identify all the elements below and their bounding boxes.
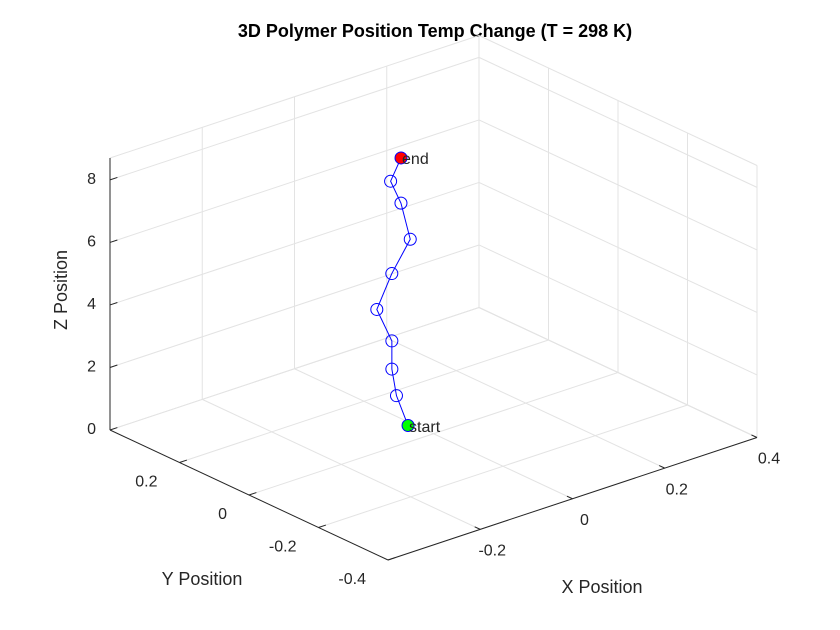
x-tick [566, 495, 573, 500]
z-tick-label: 2 [87, 359, 96, 376]
bead-marker [394, 196, 408, 210]
y-tick [318, 524, 327, 528]
grid-line [109, 244, 480, 368]
start-label: start [409, 419, 441, 436]
grid-line [179, 339, 549, 463]
z-tick [109, 427, 118, 431]
bead-marker [403, 232, 417, 246]
x-tick-label: 0.2 [666, 481, 688, 498]
x-tick-label: 0 [580, 512, 589, 529]
bead-marker [385, 362, 399, 376]
x-tick [658, 465, 665, 469]
grid-line [478, 181, 758, 313]
start-marker [401, 419, 415, 433]
y-tick-label: 0 [218, 506, 227, 523]
end-marker [394, 151, 408, 165]
x-tick-label: 0.4 [758, 451, 780, 468]
y-tick [179, 459, 188, 463]
z-tick [109, 239, 118, 243]
x-tick [474, 526, 481, 530]
z-axis-label: Z Position [51, 250, 71, 330]
bead-marker [385, 267, 399, 281]
y-axis-label: Y Position [162, 569, 243, 589]
z-tick-label: 8 [87, 171, 96, 188]
polymer-line [376, 157, 411, 426]
grid-line [109, 56, 480, 181]
z-tick [109, 176, 118, 181]
z-tick [109, 302, 118, 306]
y-tick [248, 492, 257, 496]
grid-line [109, 307, 480, 431]
y-tick-label: -0.4 [338, 571, 366, 588]
bead-marker [385, 334, 399, 348]
x-axis-label: X Position [561, 577, 642, 597]
grid-line [478, 119, 758, 251]
grid-line [478, 307, 758, 438]
grid-line [109, 181, 480, 306]
y-tick-label: -0.2 [269, 539, 297, 556]
x-tick [751, 434, 758, 438]
bead-marker [389, 389, 403, 403]
bead-marker [384, 174, 398, 188]
z-tick-label: 0 [87, 421, 96, 438]
x-tick-label: -0.2 [478, 543, 506, 560]
z-tick-label: 4 [87, 296, 96, 313]
grid-line [318, 404, 688, 528]
z-tick [109, 364, 118, 368]
grid-line [248, 372, 619, 496]
grid-line [109, 119, 480, 243]
grid-line [478, 56, 758, 188]
bead-marker [370, 302, 384, 316]
end-label: end [402, 151, 429, 168]
chart-title: 3D Polymer Position Temp Change (T = 298… [238, 21, 632, 41]
y-tick [387, 557, 396, 561]
y-tick-label: 0.2 [135, 474, 157, 491]
grid-line [478, 244, 758, 376]
z-tick-label: 6 [87, 234, 96, 251]
